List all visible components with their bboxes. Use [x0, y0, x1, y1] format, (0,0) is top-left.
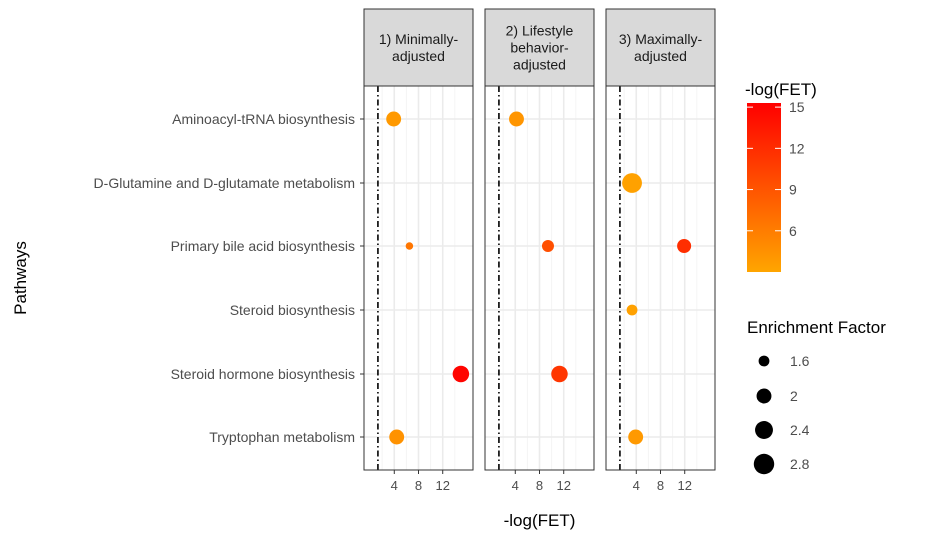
data-point [452, 365, 470, 383]
facet-strip-label: adjusted [513, 57, 566, 73]
facet-strip-label: 2) Lifestyle [506, 23, 574, 39]
data-point [622, 173, 642, 193]
x-tick-label: 8 [536, 478, 543, 493]
size-legend-key [758, 355, 770, 367]
data-point [386, 111, 402, 127]
facet-panel-1: 1) Minimally-adjusted 4 8 12 [363, 8, 474, 493]
y-tick-label: Primary bile acid biosynthesis [171, 238, 355, 254]
data-point [389, 429, 405, 445]
y-axis-title: Pathways [11, 241, 30, 315]
facet-strip-label: 3) Maximally- [619, 31, 703, 47]
data-point [405, 242, 414, 250]
colorbar [747, 103, 781, 272]
y-tick-label: Steroid hormone biosynthesis [171, 366, 355, 382]
x-tick-label: 12 [435, 478, 449, 493]
x-tick-label: 8 [415, 478, 422, 493]
x-tick-label: 4 [512, 478, 519, 493]
size-legend-key [755, 421, 773, 439]
facet-strip-label: adjusted [634, 48, 687, 64]
size-legend-label: 2.4 [790, 422, 810, 438]
x-tick-label: 12 [677, 478, 691, 493]
size-legend-key [756, 388, 772, 404]
x-tick-label: 12 [556, 478, 570, 493]
y-tick-label: Aminoacyl-tRNA biosynthesis [172, 111, 355, 127]
facet-strip-label: adjusted [392, 48, 445, 64]
facet-strip-3 [605, 8, 716, 87]
y-tick-label: Steroid biosynthesis [230, 302, 355, 318]
facet-strip-2 [484, 8, 595, 87]
colorbar-tick-label: 9 [789, 182, 797, 198]
x-tick-label: 4 [391, 478, 398, 493]
colorbar-tick-label: 15 [789, 99, 805, 115]
data-point [628, 429, 644, 445]
facet-strip-1 [363, 8, 474, 87]
x-axis-title: -log(FET) [504, 511, 576, 530]
y-tick-label: D-Glutamine and D-glutamate metabolism [94, 175, 355, 191]
facet-panel-3: 3) Maximally-adjusted 4 8 12 [605, 8, 716, 493]
size-legend-key [753, 453, 775, 475]
size-legend-title: Enrichment Factor [747, 318, 886, 337]
color-legend-title: -log(FET) [745, 80, 817, 99]
data-point [509, 111, 524, 127]
data-point [677, 238, 692, 254]
colorbar-tick-label: 6 [789, 223, 797, 239]
y-tick-label: Tryptophan metabolism [209, 429, 355, 445]
data-point [541, 240, 554, 252]
facet-strip-label: 1) Minimally- [379, 31, 459, 47]
x-tick-label: 8 [657, 478, 664, 493]
size-legend-label: 1.6 [790, 353, 810, 369]
size-legend-label: 2.8 [790, 456, 810, 472]
size-legend-label: 2 [790, 388, 798, 404]
facet-strip-label: behavior- [510, 40, 569, 56]
x-tick-label: 4 [633, 478, 640, 493]
colorbar-tick-label: 12 [789, 140, 805, 156]
data-point [551, 365, 568, 383]
data-point [626, 304, 638, 316]
